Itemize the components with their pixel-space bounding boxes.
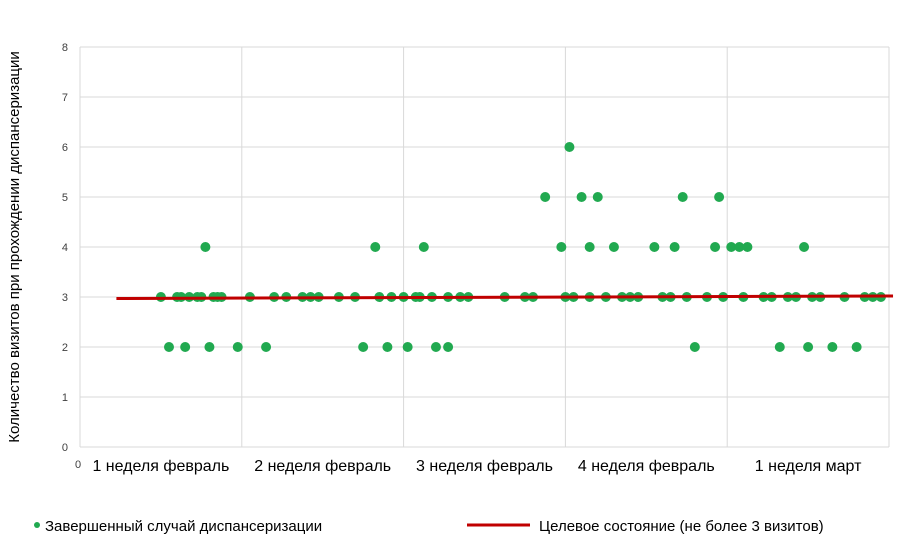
data-point	[382, 342, 393, 352]
data-points	[155, 142, 886, 352]
x-category-label: 4 неделя февраль	[578, 458, 715, 475]
data-point	[742, 242, 753, 252]
legend: Завершенный случай диспансеризации Целев…	[34, 518, 824, 535]
data-point	[180, 342, 191, 352]
data-point	[204, 342, 215, 352]
data-point	[200, 242, 211, 252]
y-tick-label: 3	[62, 292, 68, 304]
y-tick-label: 8	[62, 42, 68, 54]
target-line-group	[116, 294, 894, 300]
y-tick-label: 6	[62, 142, 68, 154]
y-tick-label: 2	[62, 342, 68, 354]
data-point	[232, 342, 243, 352]
data-point	[714, 192, 725, 202]
target-line	[116, 294, 894, 300]
data-point	[370, 242, 381, 252]
x-category-label: 2 неделя февраль	[254, 458, 391, 475]
legend-point-marker	[34, 522, 40, 528]
x-category-label: 3 неделя февраль	[416, 458, 553, 475]
y-tick-label: 1	[62, 392, 68, 404]
data-point	[799, 242, 810, 252]
data-point	[418, 242, 429, 252]
y-tick-label: 7	[62, 92, 68, 104]
data-point	[576, 192, 587, 202]
data-point	[358, 342, 369, 352]
data-point	[592, 192, 603, 202]
data-point	[261, 342, 272, 352]
data-point	[584, 242, 595, 252]
data-point	[734, 242, 745, 252]
data-point	[689, 342, 700, 352]
data-point	[163, 342, 174, 352]
data-point	[774, 342, 785, 352]
legend-line-label: Целевое состояние (не более 3 визитов)	[539, 518, 824, 535]
data-point	[430, 342, 441, 352]
y-tick-labels: 0 1 2 3 4 5 6 7 8	[62, 42, 68, 454]
data-point	[851, 342, 862, 352]
data-point	[726, 242, 737, 252]
data-point	[669, 242, 680, 252]
data-point	[827, 342, 838, 352]
data-point	[677, 192, 688, 202]
y-tick-label: 4	[62, 242, 68, 254]
data-point	[649, 242, 660, 252]
x-category-label: 1 неделя февраль	[92, 458, 229, 475]
data-point	[608, 242, 619, 252]
data-point	[710, 242, 721, 252]
x-category-labels: 1 неделя февраль 2 неделя февраль 3 неделя…	[92, 458, 862, 475]
x-category-label: 1 неделя март	[755, 458, 862, 475]
data-point	[556, 242, 567, 252]
y-tick-label: 5	[62, 192, 68, 204]
data-point	[540, 192, 551, 202]
data-point	[803, 342, 814, 352]
data-point	[443, 342, 454, 352]
data-point	[402, 342, 413, 352]
data-point	[564, 142, 575, 152]
y-tick-label: 0	[62, 442, 68, 454]
y-axis-title: Количество визитов при прохождении диспа…	[6, 51, 23, 443]
x-origin-label: 0	[75, 459, 81, 471]
legend-points-label: Завершенный случай диспансеризации	[45, 518, 322, 535]
